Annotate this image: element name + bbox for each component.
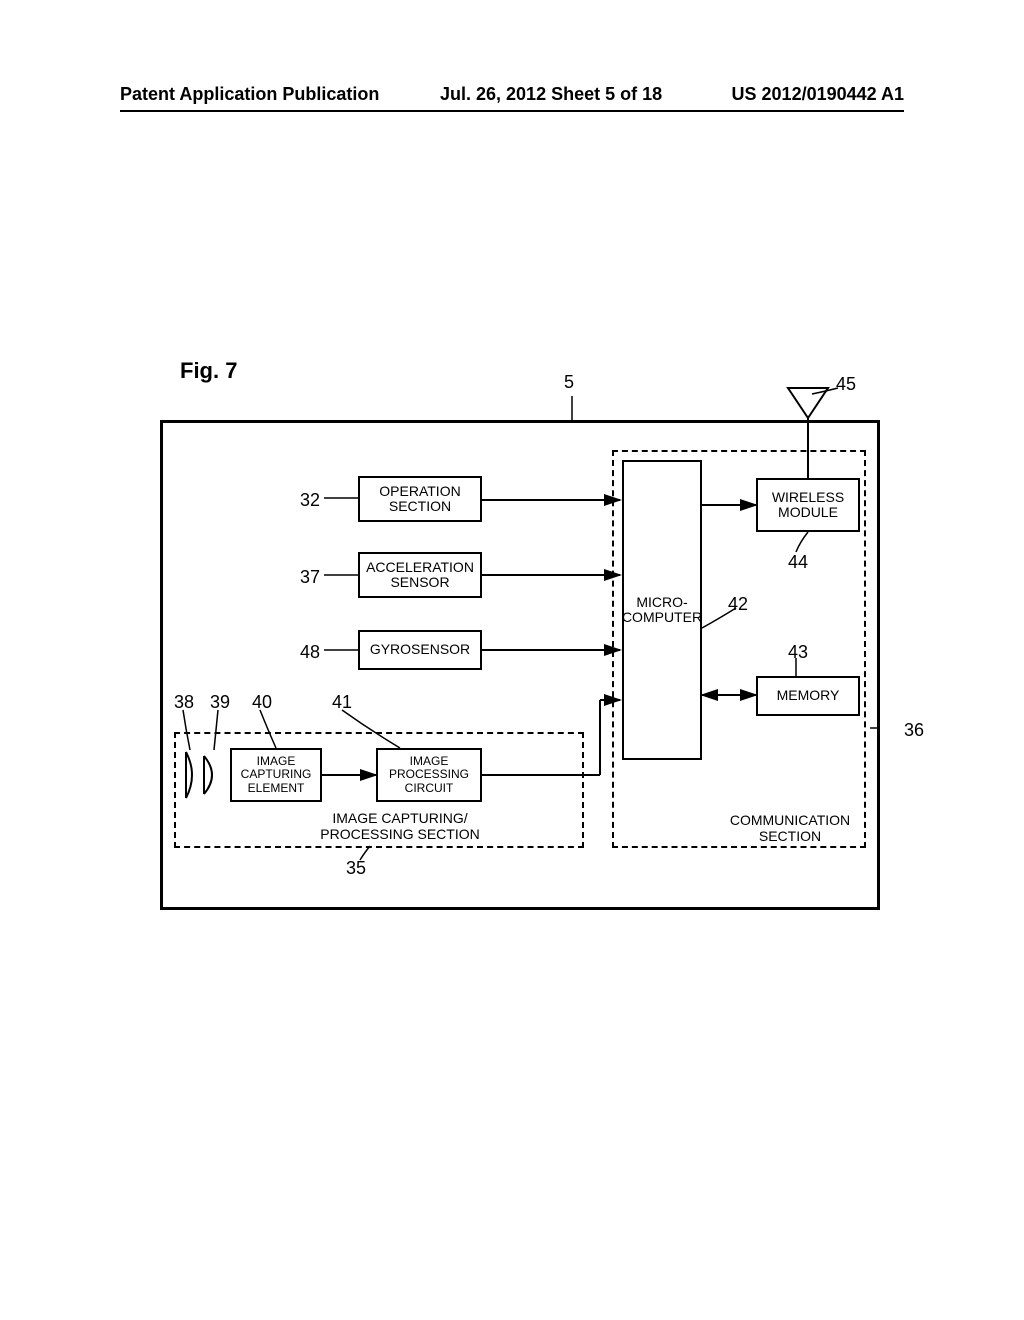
- ref-40: 40: [252, 692, 272, 713]
- ref-42: 42: [728, 594, 748, 615]
- operation-section-box: OPERATIONSECTION: [358, 476, 482, 522]
- page: Patent Application Publication Jul. 26, …: [0, 0, 1024, 1320]
- header-pubnum: US 2012/0190442 A1: [732, 84, 904, 105]
- microcomputer-box: MICRO-COMPUTER: [622, 460, 702, 760]
- image-capturing-element-box: IMAGECAPTURINGELEMENT: [230, 748, 322, 802]
- header-sheet: Jul. 26, 2012 Sheet 5 of 18: [440, 84, 662, 105]
- ref-43: 43: [788, 642, 808, 663]
- header-publication: Patent Application Publication: [120, 84, 379, 105]
- lens-icon: [180, 748, 230, 807]
- image-capturing-processing-caption: IMAGE CAPTURING/PROCESSING SECTION: [300, 810, 500, 842]
- ref-44: 44: [788, 552, 808, 573]
- ref-36: 36: [904, 720, 924, 741]
- acceleration-sensor-box: ACCELERATIONSENSOR: [358, 552, 482, 598]
- image-processing-circuit-box: IMAGEPROCESSINGCIRCUIT: [376, 748, 482, 802]
- ref-37: 37: [300, 567, 320, 588]
- ref-32: 32: [300, 490, 320, 511]
- ref-48: 48: [300, 642, 320, 663]
- header-rule: [120, 110, 904, 112]
- ref-35: 35: [346, 858, 366, 879]
- communication-section-caption: COMMUNICATIONSECTION: [720, 812, 860, 844]
- wireless-module-box: WIRELESSMODULE: [756, 478, 860, 532]
- ref-45: 45: [836, 374, 856, 395]
- memory-box: MEMORY: [756, 676, 860, 716]
- ref-41: 41: [332, 692, 352, 713]
- gyrosensor-box: GYROSENSOR: [358, 630, 482, 670]
- diagram: 45: [160, 380, 880, 920]
- ref-38: 38: [174, 692, 194, 713]
- ref-39: 39: [210, 692, 230, 713]
- ref-5: 5: [564, 372, 574, 393]
